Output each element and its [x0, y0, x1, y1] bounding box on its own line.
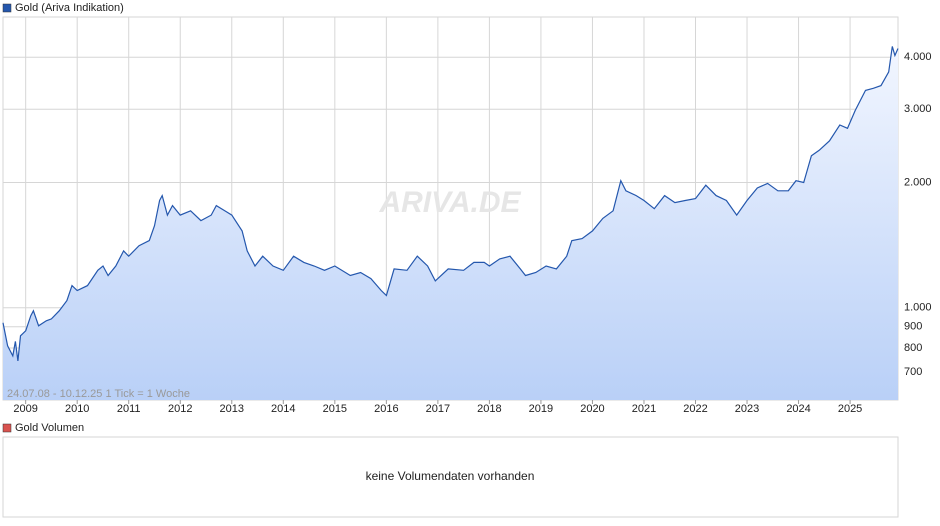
volume-title: Gold Volumen — [15, 422, 84, 434]
x-tick-label: 2023 — [735, 403, 759, 415]
y-tick-label: 700 — [904, 366, 922, 378]
legend-swatch — [2, 423, 12, 433]
y-tick-label: 1.000 — [904, 302, 932, 314]
price-line — [2, 46, 899, 361]
x-tick-label: 2018 — [477, 403, 501, 415]
y-tick-label: 4.000 — [904, 51, 932, 63]
x-tick-label: 2010 — [65, 403, 89, 415]
x-tick-label: 2013 — [220, 403, 244, 415]
volume-note: keine Volumendaten vorhanden — [366, 469, 535, 483]
x-tick-label: 2024 — [786, 403, 810, 415]
y-tick-label: 900 — [904, 321, 922, 333]
range-note: 24.07.08 - 10.12.25 1 Tick = 1 Woche — [7, 388, 190, 400]
x-tick-label: 2012 — [168, 403, 192, 415]
x-tick-label: 2019 — [529, 403, 553, 415]
x-tick-label: 2015 — [323, 403, 347, 415]
legend-swatch — [2, 3, 12, 13]
y-tick-label: 3.000 — [904, 103, 932, 115]
y-tick-label: 2.000 — [904, 176, 932, 188]
x-tick-label: 2021 — [632, 403, 656, 415]
x-tick-label: 2011 — [117, 403, 141, 415]
volume-frame — [2, 436, 899, 518]
x-tick-label: 2025 — [838, 403, 862, 415]
x-tick-label: 2017 — [426, 403, 450, 415]
x-tick-label: 2020 — [580, 403, 604, 415]
y-tick-label: 800 — [904, 342, 922, 354]
area — [3, 46, 898, 401]
watermark: ARIVA.DE — [378, 186, 521, 219]
x-tick-label: 2022 — [683, 403, 707, 415]
x-tick-label: 2014 — [271, 403, 295, 415]
x-tick-label: 2016 — [374, 403, 398, 415]
x-tick-label: 2009 — [13, 403, 37, 415]
chart-title: Gold (Ariva Indikation) — [15, 2, 124, 14]
